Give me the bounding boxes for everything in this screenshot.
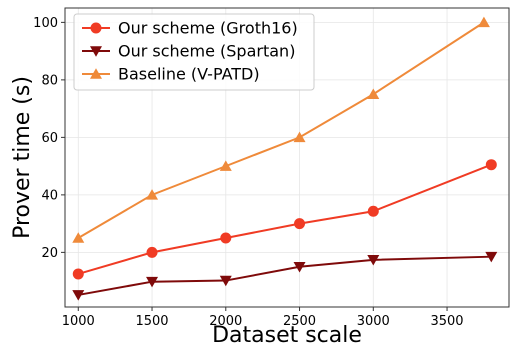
series-line <box>78 255 492 296</box>
series-2 <box>72 251 498 301</box>
data-point <box>146 276 159 288</box>
data-point <box>146 189 159 200</box>
data-point <box>367 255 380 266</box>
y-axis-title: Prover time (s) <box>10 76 35 239</box>
y-tick-label: 40 <box>41 188 58 203</box>
legend-box <box>73 13 315 91</box>
data-point <box>72 290 85 301</box>
series-1 <box>72 159 497 280</box>
series-line <box>77 163 492 275</box>
legend-item: Our scheme (Groth16) <box>82 19 298 38</box>
data-point <box>72 268 84 280</box>
series-layer <box>72 16 498 301</box>
legend-label: Our scheme (Spartan) <box>118 42 295 61</box>
x-tick-label: 1500 <box>135 314 168 329</box>
legend-item: Our scheme (Spartan) <box>82 42 295 61</box>
series-line <box>77 21 485 239</box>
data-point <box>220 232 232 244</box>
data-point <box>219 160 232 171</box>
data-point <box>293 131 306 143</box>
x-tick-label: 3000 <box>357 314 390 329</box>
legend-marker <box>90 46 102 57</box>
data-point <box>485 251 498 263</box>
data-point <box>294 218 306 230</box>
data-point <box>293 261 306 273</box>
y-tick-label: 20 <box>41 246 58 261</box>
legend-marker <box>90 68 102 79</box>
x-tick-label: 3500 <box>430 314 463 329</box>
y-tick-label: 60 <box>41 131 58 146</box>
x-tick-label: 1000 <box>62 314 95 329</box>
y-tick-label: 80 <box>41 73 58 88</box>
legend-marker <box>90 22 102 34</box>
y-tick-label: 100 <box>33 16 58 31</box>
x-tick-label: 2500 <box>283 314 316 329</box>
legend-item: Baseline (V-PATD) <box>82 65 260 84</box>
x-axis-title: Dataset scale <box>212 323 362 346</box>
data-point <box>367 205 379 217</box>
y-axis-ticks: 20 40 60 80 100 <box>33 16 65 261</box>
plot-frame <box>64 7 510 308</box>
x-axis-ticks: 1000 1500 2000 2500 3000 3500 <box>62 307 464 329</box>
series-3 <box>72 16 490 243</box>
data-point <box>485 159 497 171</box>
data-point <box>477 16 490 28</box>
legend-label: Our scheme (Groth16) <box>118 19 298 38</box>
data-point <box>219 275 232 287</box>
data-point <box>146 246 158 258</box>
legend-label: Baseline (V-PATD) <box>118 65 260 84</box>
x-tick-label: 2000 <box>209 314 242 329</box>
data-point <box>72 232 85 243</box>
legend: Our scheme (Groth16) Our scheme (Spartan)… <box>73 13 315 91</box>
data-point <box>367 88 380 100</box>
